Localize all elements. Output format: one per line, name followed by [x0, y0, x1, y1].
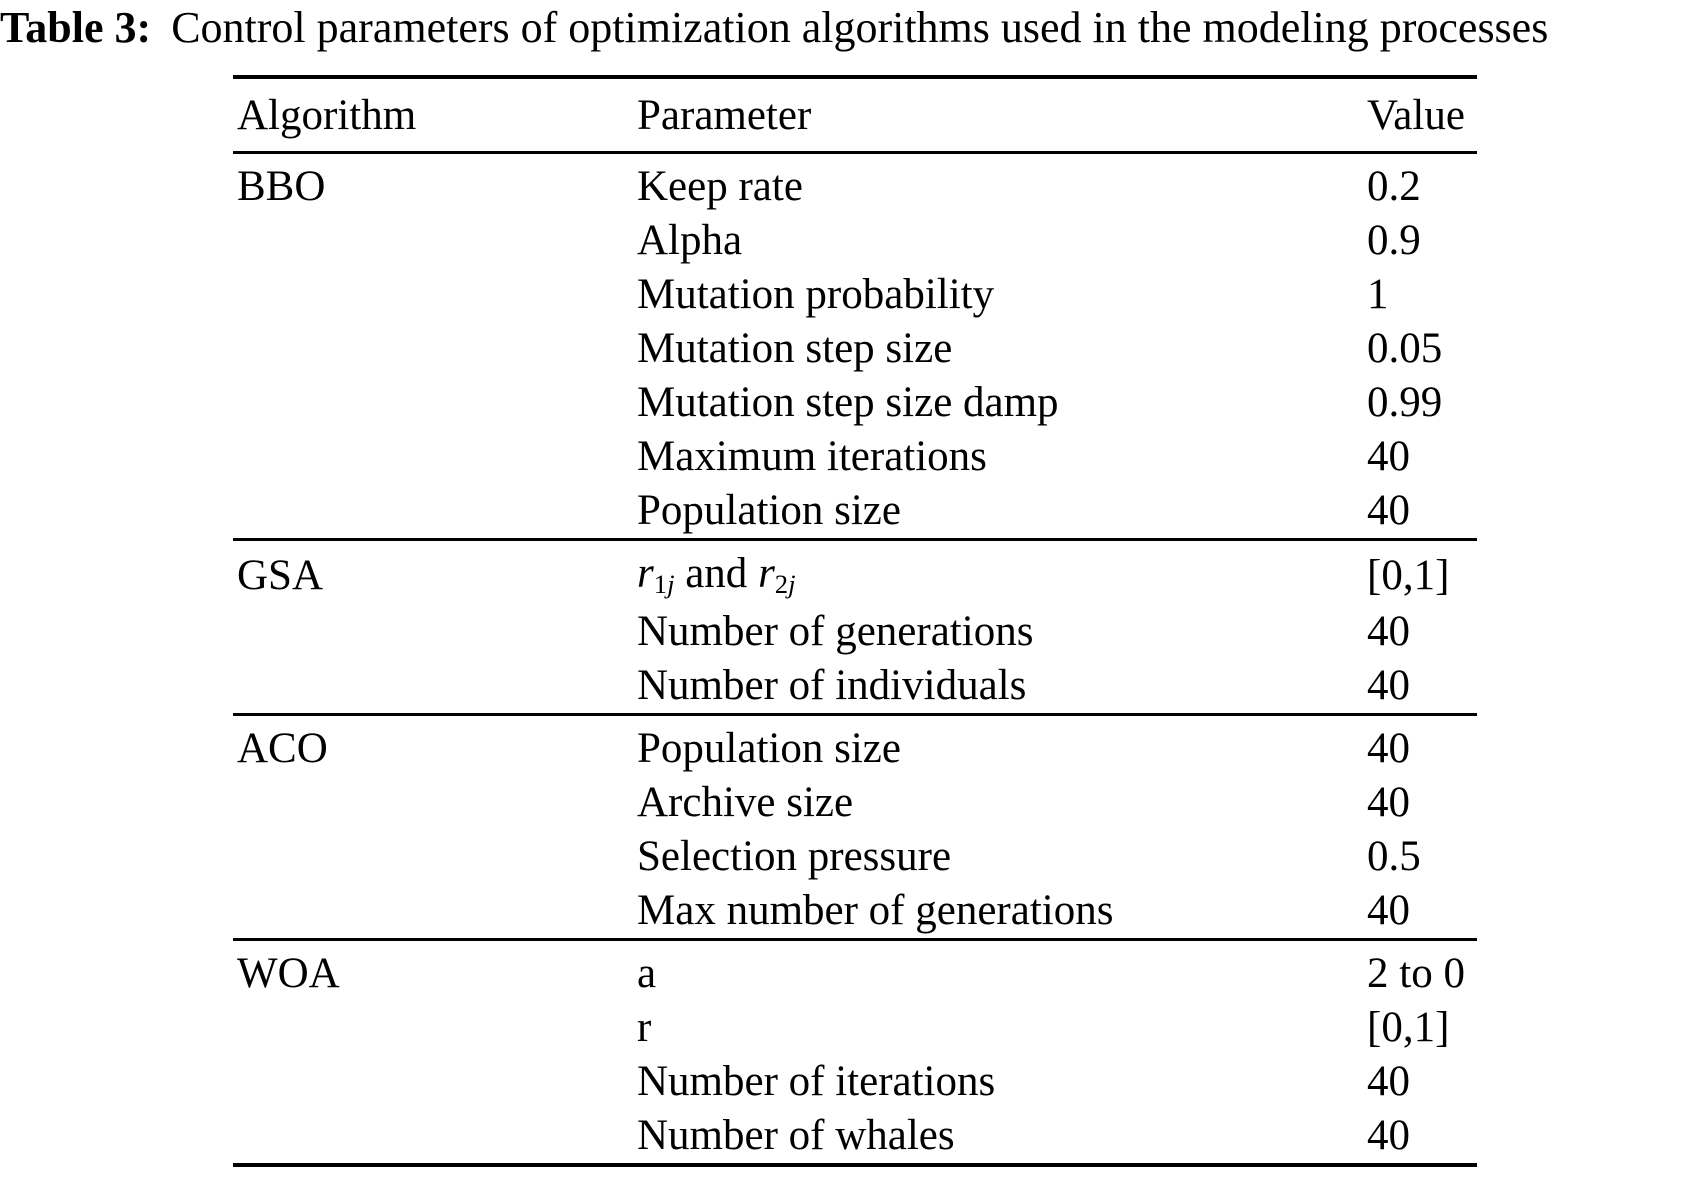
parameters-table: Algorithm Parameter Value BBO Keep rate 0.…: [233, 75, 1477, 1167]
value-cell: 40: [1367, 1112, 1410, 1159]
table-row: Number of generations 40: [233, 605, 1477, 659]
algorithm-cell: [233, 268, 637, 322]
parameter-cell: Number of generations: [637, 608, 1034, 655]
algorithm-cell: [233, 884, 637, 940]
parameter-cell: Population size: [637, 725, 901, 772]
table-row: Maximum iterations 40: [233, 430, 1477, 484]
parameter-cell: Population size: [637, 487, 901, 534]
table-caption: Table 3: Control parameters of optimizati…: [0, 2, 1699, 54]
value-cell: 2 to 0: [1367, 950, 1465, 997]
table-header-row: Algorithm Parameter Value: [233, 77, 1477, 153]
parameter-cell: Archive size: [637, 779, 854, 826]
parameter-math-segment: j: [667, 568, 675, 599]
value-cell: 40: [1367, 608, 1410, 655]
value-cell: [0,1]: [1367, 1004, 1450, 1051]
algorithm-cell: [233, 322, 637, 376]
table-section-aco: ACO Population size 40 Archive size 40 Select…: [233, 715, 1477, 940]
algorithm-cell: GSA: [237, 552, 324, 599]
parameter-math-segment: r: [758, 550, 775, 597]
parameter-cell: Mutation step size: [637, 325, 953, 372]
value-cell: 0.9: [1367, 217, 1421, 264]
table-row: Number of whales 40: [233, 1109, 1477, 1165]
column-header-algorithm: Algorithm: [237, 91, 417, 139]
parameter-cell: Keep rate: [637, 163, 803, 210]
table-section-woa: WOA a 2 to 0 r [0,1] Number of iterations 40 Nu…: [233, 940, 1477, 1165]
parameter-cell: r1j and r2j: [637, 540, 1367, 606]
parameter-cell: Max number of generations: [637, 887, 1114, 934]
value-cell: 40: [1367, 725, 1410, 772]
algorithm-cell: [233, 484, 637, 540]
algorithm-cell: [233, 1001, 637, 1055]
table-row: Number of individuals 40: [233, 659, 1477, 715]
table-row: r [0,1]: [233, 1001, 1477, 1055]
table-section-gsa: GSA r1j and r2j [0,1] Number of generations…: [233, 540, 1477, 715]
table-row: ACO Population size 40: [233, 715, 1477, 777]
algorithm-cell: [233, 830, 637, 884]
table-row: Population size 40: [233, 484, 1477, 540]
algorithm-cell: BBO: [237, 163, 326, 210]
value-cell: 40: [1367, 887, 1410, 934]
value-cell: 0.05: [1367, 325, 1443, 372]
parameter-math-segment: and: [674, 550, 759, 597]
table-row: Mutation step size 0.05: [233, 322, 1477, 376]
value-cell: 40: [1367, 779, 1410, 826]
algorithm-cell: [233, 430, 637, 484]
value-cell: [0,1]: [1367, 552, 1450, 599]
parameter-cell: r: [637, 1004, 652, 1051]
parameter-cell: a: [637, 950, 657, 997]
column-header-value: Value: [1367, 91, 1465, 139]
value-cell: 0.99: [1367, 379, 1443, 426]
parameter-math-segment: j: [788, 568, 796, 599]
algorithm-cell: [233, 605, 637, 659]
value-cell: 40: [1367, 487, 1410, 534]
algorithm-cell: [233, 214, 637, 268]
value-cell: 40: [1367, 1058, 1410, 1105]
column-header-parameter: Parameter: [637, 91, 812, 139]
table-row: Archive size 40: [233, 776, 1477, 830]
algorithm-cell: WOA: [237, 950, 340, 997]
parameter-math-segment: 1: [653, 568, 668, 599]
table-row: WOA a 2 to 0: [233, 940, 1477, 1002]
table-row: GSA r1j and r2j [0,1]: [233, 540, 1477, 606]
parameter-math-segment: r: [637, 550, 654, 597]
table-section-bbo: BBO Keep rate 0.2 Alpha 0.9 Mutation probabil…: [233, 153, 1477, 540]
algorithm-cell: [233, 1109, 637, 1165]
algorithm-cell: [233, 1055, 637, 1109]
algorithm-cell: [233, 659, 637, 715]
parameter-cell: Maximum iterations: [637, 433, 987, 480]
value-cell: 40: [1367, 662, 1410, 709]
parameter-cell: Selection pressure: [637, 833, 952, 880]
algorithm-cell: ACO: [237, 725, 328, 772]
parameter-cell: Alpha: [637, 217, 743, 264]
parameter-cell: Number of whales: [637, 1112, 955, 1159]
table-caption-text: Control parameters of optimization algor…: [171, 3, 1549, 52]
table-row: Number of iterations 40: [233, 1055, 1477, 1109]
parameter-cell: Mutation step size damp: [637, 379, 1059, 426]
table-row: Alpha 0.9: [233, 214, 1477, 268]
table-row: Max number of generations 40: [233, 884, 1477, 940]
parameter-cell: Number of individuals: [637, 662, 1027, 709]
algorithm-cell: [233, 776, 637, 830]
table-caption-label: Table 3:: [0, 3, 152, 52]
parameter-math-segment: 2: [774, 568, 789, 599]
value-cell: 1: [1367, 271, 1389, 318]
value-cell: 40: [1367, 433, 1410, 480]
parameter-cell: Mutation probability: [637, 271, 995, 318]
algorithm-cell: [233, 376, 637, 430]
table-row: Selection pressure 0.5: [233, 830, 1477, 884]
table-row: Mutation step size damp 0.99: [233, 376, 1477, 430]
table-row: Mutation probability 1: [233, 268, 1477, 322]
value-cell: 0.5: [1367, 833, 1421, 880]
value-cell: 0.2: [1367, 163, 1421, 210]
table-row: BBO Keep rate 0.2: [233, 153, 1477, 215]
parameter-cell: Number of iterations: [637, 1058, 996, 1105]
